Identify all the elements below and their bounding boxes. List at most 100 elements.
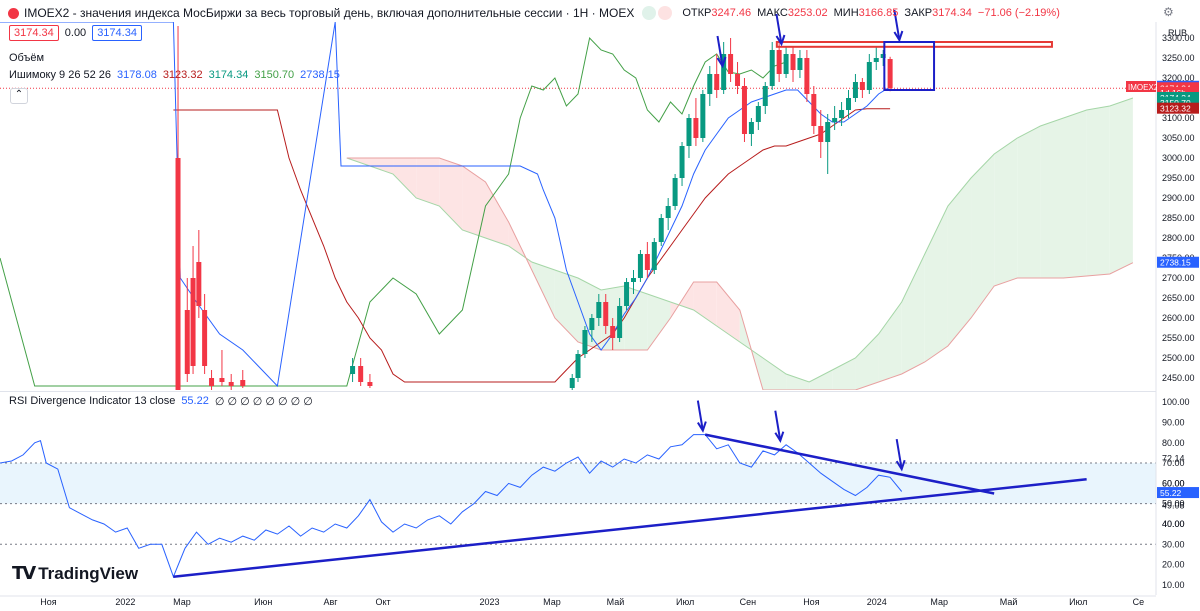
candle-body <box>721 54 727 90</box>
ichimoku-cloud-segment <box>855 334 879 390</box>
ichimoku-cloud-segment <box>716 282 740 342</box>
rsi-pane <box>0 433 1156 579</box>
symbol-title[interactable]: IMOEX2 - значения индекса МосБиржи за ве… <box>24 6 635 20</box>
candle <box>569 374 575 390</box>
candle <box>358 358 364 386</box>
candle-body <box>575 354 581 378</box>
candle-body <box>839 110 845 118</box>
price-badge: 3123.32 <box>1157 102 1199 114</box>
candle-body <box>679 146 685 178</box>
candle <box>846 90 852 118</box>
price-tick-label: 3050.00 <box>1162 133 1195 143</box>
ichimoku-cloud-segment <box>531 262 555 318</box>
ichimoku-cloud-segment <box>416 158 440 206</box>
volume-legend[interactable]: Объём <box>9 52 44 64</box>
candle-body <box>665 206 671 218</box>
rsi-extra-label: 60.00 <box>1162 478 1185 488</box>
candle <box>790 46 796 82</box>
candle-body <box>811 94 817 126</box>
ichimoku-cloud-segment <box>1109 98 1133 274</box>
candle <box>196 230 202 318</box>
candle-body <box>873 58 879 62</box>
rsi-legend[interactable]: RSI Divergence Indicator 13 close 55.22 … <box>9 395 313 408</box>
annotation-arrow <box>893 9 904 43</box>
candle <box>769 42 775 90</box>
candle-body <box>832 118 838 122</box>
annotation-arrow <box>774 410 785 444</box>
ichimoku-cloud-segment <box>1017 126 1041 278</box>
candle-body <box>818 126 824 142</box>
candle-body <box>825 122 831 142</box>
rsi-extra-values: ∅ ∅ ∅ ∅ ∅ ∅ ∅ ∅ <box>214 396 313 408</box>
rsi-tick-label: 50.00 <box>1162 499 1185 509</box>
ichimoku-cloud-segment <box>762 358 787 390</box>
tradingview-logo[interactable]: 𝗧𝗩 TradingView <box>12 563 138 584</box>
collapse-legend-button[interactable]: ⌃ <box>10 88 28 104</box>
market-status[interactable] <box>642 6 673 20</box>
ichimoku-cloud-segment <box>485 182 509 246</box>
ichimoku-legend[interactable]: Ишимоку 9 26 52 26 3178.08 3123.32 3174.… <box>9 69 340 81</box>
settings-gear-icon[interactable]: ⚙ <box>1163 5 1174 19</box>
arrow-shaft <box>893 9 901 41</box>
chart-header: IMOEX2 - значения индекса МосБиржи за ве… <box>8 4 1060 22</box>
arrow-head <box>775 34 786 47</box>
badge-bg <box>1157 256 1199 268</box>
price-tick-label: 2550.00 <box>1162 333 1195 343</box>
rsi-tick-label: 20.00 <box>1162 560 1185 570</box>
buy-price-button[interactable]: 3174.34 <box>92 25 142 41</box>
close-label: ЗАКР <box>904 7 933 19</box>
currency-label[interactable]: RUB <box>1168 28 1188 38</box>
candle-body <box>658 218 664 242</box>
badge-bg <box>1157 487 1199 499</box>
ichimoku-cloud-segment <box>878 302 902 382</box>
time-tick-label: Мар <box>930 597 948 607</box>
arrow-shaft <box>895 438 903 470</box>
candle-body <box>887 59 893 89</box>
candle-body <box>769 50 775 86</box>
arrow-head <box>893 30 904 43</box>
candle-body <box>852 82 858 98</box>
candle <box>728 38 734 82</box>
ichimoku-cloud-segment <box>439 158 463 230</box>
candle <box>686 114 692 158</box>
candle <box>859 78 865 98</box>
candle-body <box>358 366 364 382</box>
rsi-label: RSI Divergence Indicator 13 close <box>9 395 176 407</box>
data-delay-icon[interactable] <box>658 6 673 20</box>
market-open-icon[interactable] <box>642 6 657 20</box>
price-tick-label: 2600.00 <box>1162 313 1195 323</box>
badge-text: 2738.15 <box>1160 258 1191 268</box>
annotation-arrow <box>895 438 906 472</box>
rsi-support-trendline <box>173 478 1087 578</box>
ichimoku-kijun-value: 3123.32 <box>162 69 203 81</box>
candle <box>644 242 650 278</box>
close-value: 3174.34 <box>932 7 972 19</box>
candle <box>219 350 225 386</box>
time-tick-label: Май <box>607 597 625 607</box>
price-tick-label: 2700.00 <box>1162 273 1195 283</box>
pane-divider[interactable] <box>0 391 1156 392</box>
focus-box <box>883 41 936 91</box>
ichimoku-tenkan-value: 3178.08 <box>117 69 157 81</box>
open-label: ОТКР <box>682 7 712 19</box>
candle-body <box>700 94 706 138</box>
candle <box>852 74 858 102</box>
candle <box>866 54 872 94</box>
brand-name: TradingView <box>38 563 139 583</box>
time-tick-label: Июл <box>676 597 694 607</box>
sell-price-button[interactable]: 3174.34 <box>9 25 59 41</box>
time-tick-label: Май <box>1000 597 1018 607</box>
candle <box>804 50 810 102</box>
candle <box>651 238 657 274</box>
candle-body <box>735 74 741 86</box>
price-tick-label: 3300.00 <box>1162 33 1195 43</box>
candle <box>693 98 699 146</box>
candle-body <box>190 278 196 366</box>
annotation-arrow <box>696 400 707 433</box>
candle-body <box>617 306 623 338</box>
ichimoku-cloud-segment <box>1086 106 1110 276</box>
ichimoku-cloud-segment <box>786 374 810 390</box>
candle-body <box>762 86 768 106</box>
candle <box>209 370 215 390</box>
